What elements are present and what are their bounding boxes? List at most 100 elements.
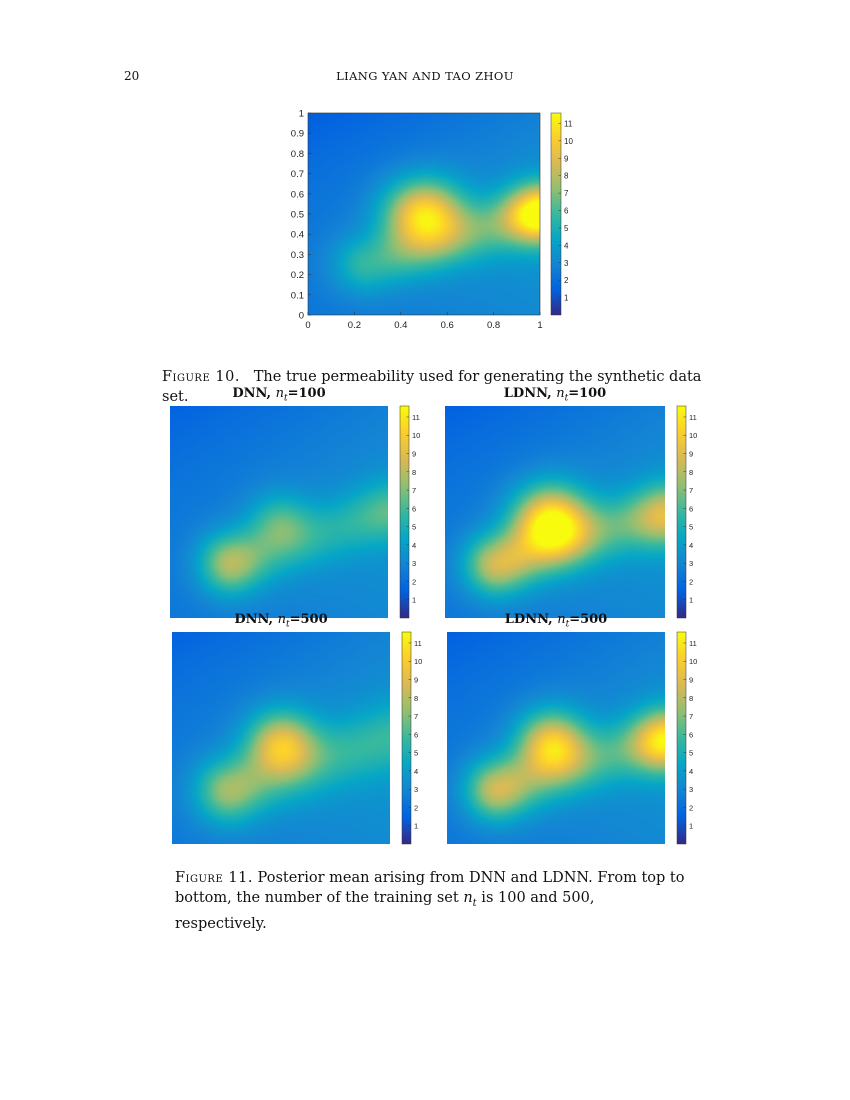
colorbar-tick-label: 6	[689, 730, 693, 739]
panel-method: DNN,	[234, 612, 274, 627]
panel-var: n	[275, 386, 284, 401]
x-tick-label: 0.2	[348, 320, 361, 331]
y-tick-label: 1	[299, 109, 304, 120]
colorbar-tick-label: 1	[689, 596, 693, 605]
y-tick-label: 0.6	[291, 189, 304, 200]
colorbar-tick-label: 10	[689, 431, 697, 440]
colorbar-frame	[401, 631, 412, 845]
figure-11-plot: 1 2 3 4 5 6 7 8 9 10 11	[172, 631, 422, 845]
y-tick-label: 0.7	[291, 169, 304, 180]
colorbar-tick-label: 11	[689, 639, 697, 648]
heatmap-canvas	[447, 632, 665, 844]
figure-10-label: Figure 10.	[162, 369, 240, 385]
panel-value: =500	[569, 612, 608, 627]
colorbar-tick-label: 10	[564, 137, 573, 146]
heatmap-canvas	[445, 406, 665, 618]
colorbar-tick-label: 2	[689, 803, 693, 812]
colorbar-tick-label: 4	[412, 541, 416, 550]
colorbar-tick-label: 1	[564, 294, 569, 303]
colorbar-canvas	[400, 406, 409, 618]
panel-value: =100	[287, 386, 326, 401]
colorbar-tick-label: 6	[564, 207, 569, 216]
colorbar-tick-label: 11	[414, 639, 422, 648]
colorbar-tick-label: 2	[412, 577, 416, 586]
colorbar-tick-label: 2	[564, 276, 569, 285]
y-tick-label: 0	[299, 311, 304, 322]
page-number: 20	[124, 69, 140, 83]
heatmap-canvas	[170, 406, 388, 618]
colorbar-ticks: 1 2 3 4 5 6 7 8 9 10 11	[406, 413, 420, 605]
colorbar-tick-label: 5	[689, 749, 693, 758]
heatmap-canvas-0	[308, 113, 540, 315]
colorbar-tick-label: 3	[412, 559, 416, 568]
colorbar-ticks: 1 2 3 4 5 6 7 8 9 10 11	[558, 119, 573, 303]
colorbar-tick-label: 5	[414, 749, 418, 758]
panel-method: LDNN,	[504, 612, 553, 627]
caption-var: n	[463, 890, 473, 906]
colorbar-frame	[676, 405, 687, 619]
figure-11-label: Figure 11.	[175, 870, 253, 886]
running-title: LIANG YAN AND TAO ZHOU	[336, 69, 514, 83]
colorbar-tick-label: 7	[414, 712, 418, 721]
colorbar-ticks: 1 2 3 4 5 6 7 8 9 10 11	[408, 639, 422, 831]
colorbar-tick-label: 1	[689, 822, 693, 831]
figure-10: 0 0.1 0.2 0.3 0.4 0.5 0.6 0.7 0.8 0.9 1 0 0.2 0.4 0.6…	[270, 104, 580, 343]
colorbar-tick-label: 7	[689, 486, 693, 495]
colorbar-tick-label: 11	[412, 413, 420, 422]
colorbar-tick-label: 10	[414, 657, 422, 666]
colorbar-tick-label: 3	[564, 259, 569, 268]
colorbar-tick-label: 3	[414, 785, 418, 794]
y-tick-label: 0.8	[291, 149, 304, 160]
y-tick-label: 0.3	[291, 250, 304, 261]
panel-title: LDNN, nt=100	[445, 386, 665, 404]
colorbar-tick-label: 6	[414, 730, 418, 739]
colorbar-canvas	[677, 406, 686, 618]
caption-sub: t	[472, 897, 477, 909]
colorbar-tick-label: 4	[564, 241, 569, 250]
colorbar-tick-label: 9	[412, 450, 416, 459]
colorbar-tick-label: 7	[689, 712, 693, 721]
colorbar-tick-label: 11	[689, 413, 697, 422]
colorbar-tick-label: 9	[414, 676, 418, 685]
colorbar-frame	[550, 112, 562, 316]
panel-title: DNN, nt=100	[170, 386, 388, 404]
x-tick-label: 0.8	[487, 320, 500, 331]
colorbar-tick-label: 10	[412, 431, 420, 440]
y-tick-label: 0.5	[291, 210, 304, 221]
colorbar-tick-label: 4	[689, 541, 693, 550]
x-tick-label: 1	[537, 320, 542, 331]
colorbar-tick-label: 5	[689, 523, 693, 532]
colorbar-tick-label: 8	[689, 694, 693, 703]
colorbar-tick-label: 8	[414, 694, 418, 703]
colorbar-tick-label: 9	[564, 154, 569, 163]
panel-var: n	[277, 612, 286, 627]
colorbar-tick-label: 7	[412, 486, 416, 495]
figure-10-caption-text: The true permeability used for generatin…	[162, 369, 702, 405]
panel-title: DNN, nt=500	[172, 612, 390, 630]
panel-value: =100	[568, 386, 607, 401]
panel-sub: t	[565, 619, 570, 630]
y-tick-label: 0.9	[291, 129, 304, 140]
colorbar-tick-label: 11	[564, 119, 573, 128]
figure-10-plot: 0 0.1 0.2 0.3 0.4 0.5 0.6 0.7 0.8 0.9 1 0 0.2 0.4 0.6…	[291, 109, 574, 332]
panel-method: LDNN,	[503, 386, 552, 401]
figure-11-caption-text1: Posterior mean arising from DNN and LDNN…	[257, 870, 685, 886]
colorbar-frame	[399, 405, 410, 619]
colorbar-tick-label: 1	[414, 822, 418, 831]
figure-11-caption-text2b: is 100 and 500, respectively.	[175, 890, 595, 932]
colorbar-tick-label: 4	[414, 767, 418, 776]
colorbar-tick-label: 4	[689, 767, 693, 776]
y-tick-label: 0.4	[291, 230, 304, 241]
panel-sub: t	[285, 619, 290, 630]
colorbar-tick-label: 5	[412, 523, 416, 532]
figure-11-plot: 1 2 3 4 5 6 7 8 9 10 11	[170, 405, 420, 619]
panel-method: DNN,	[232, 386, 272, 401]
figure-11-caption-line1: Figure 11. Posterior mean arising from D…	[175, 868, 685, 888]
colorbar-tick-label: 8	[564, 172, 569, 181]
colorbar-frame	[676, 631, 687, 845]
figure-10-caption: Figure 10. The true permeability used fo…	[162, 367, 702, 407]
x-tick-label: 0.4	[394, 320, 407, 331]
figure-11-caption-text2a: bottom, the number of the training set	[175, 890, 464, 906]
x-tick-label: 0	[305, 320, 310, 331]
colorbar-tick-label: 8	[689, 468, 693, 477]
